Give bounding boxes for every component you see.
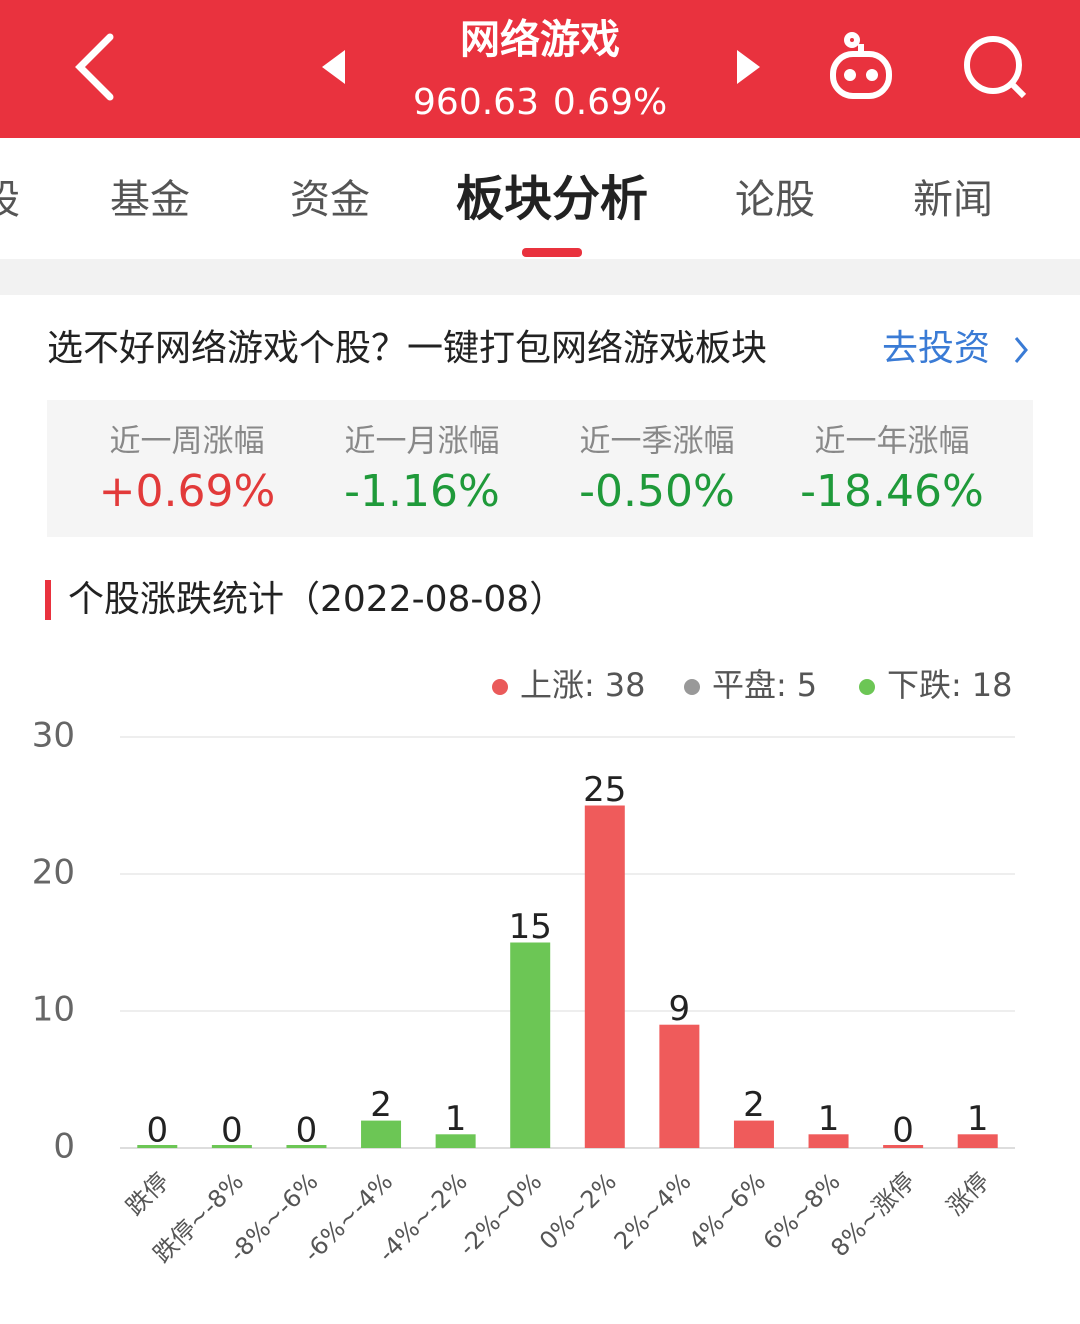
prev-button[interactable] bbox=[322, 50, 345, 84]
header-price: 960.63 bbox=[413, 82, 539, 123]
legend-label: 下跌: bbox=[887, 666, 962, 704]
tab[interactable]: 新闻 bbox=[913, 177, 993, 223]
x-tick-label: -2%~0% bbox=[453, 1167, 547, 1261]
legend-label: 上涨: bbox=[520, 666, 595, 704]
tab[interactable]: 论股 bbox=[735, 177, 815, 223]
legend-dot bbox=[684, 679, 700, 695]
banner-link[interactable]: 去投资 bbox=[882, 328, 990, 369]
bar bbox=[435, 1134, 476, 1148]
legend-value: 18 bbox=[972, 666, 1013, 704]
legend-value: 38 bbox=[605, 666, 646, 704]
stat-label: 近一年涨幅 bbox=[815, 424, 970, 460]
stat-value: +0.69% bbox=[99, 466, 276, 517]
separator bbox=[0, 261, 1080, 295]
data-label: 1 bbox=[818, 1099, 840, 1139]
header-change: 0.69% bbox=[553, 82, 667, 123]
tab[interactable]: 股 bbox=[0, 177, 20, 223]
bar bbox=[211, 1145, 252, 1148]
chart-title: 个股涨跌统计（2022-08-08） bbox=[68, 579, 565, 620]
tab[interactable]: 基金 bbox=[110, 177, 190, 223]
section-marker bbox=[45, 580, 51, 620]
search-button[interactable] bbox=[964, 36, 1027, 99]
bar bbox=[883, 1145, 924, 1148]
data-label: 15 bbox=[509, 907, 552, 947]
legend-label: 平盘: bbox=[712, 666, 787, 704]
bar bbox=[584, 805, 625, 1148]
x-tick-label: 2%~4% bbox=[609, 1167, 697, 1255]
data-label: 25 bbox=[583, 770, 626, 810]
bar bbox=[361, 1120, 402, 1148]
y-tick-label: 0 bbox=[53, 1127, 75, 1167]
data-label: 0 bbox=[221, 1111, 243, 1151]
x-tick-label: 跌停 bbox=[121, 1167, 175, 1221]
stat-value: -1.16% bbox=[344, 466, 500, 517]
data-label: 2 bbox=[370, 1085, 392, 1125]
back-button[interactable] bbox=[75, 33, 114, 101]
bar bbox=[957, 1134, 998, 1148]
bar bbox=[510, 942, 551, 1148]
data-label: 1 bbox=[967, 1099, 989, 1139]
stat-value: -0.50% bbox=[579, 466, 735, 517]
stat-label: 近一季涨幅 bbox=[580, 424, 735, 460]
bar bbox=[808, 1134, 849, 1148]
stat-value: -18.46% bbox=[800, 466, 984, 517]
tab[interactable]: 资金 bbox=[290, 177, 370, 223]
bar bbox=[733, 1120, 774, 1148]
legend-dot bbox=[859, 679, 875, 695]
stat-label: 近一周涨幅 bbox=[110, 424, 265, 460]
link-arrow[interactable] bbox=[1014, 337, 1028, 363]
banner-text: 选不好网络游戏个股？一键打包网络游戏板块 bbox=[47, 328, 767, 369]
next-button[interactable] bbox=[737, 50, 760, 84]
data-label: 0 bbox=[296, 1111, 318, 1151]
header-title: 网络游戏 bbox=[460, 17, 620, 63]
y-tick-label: 10 bbox=[32, 990, 75, 1030]
tab-indicator bbox=[522, 248, 582, 257]
y-tick-label: 30 bbox=[32, 716, 75, 756]
header-bar bbox=[0, 0, 1080, 138]
data-label: 2 bbox=[743, 1085, 765, 1125]
x-tick-label: 4%~6% bbox=[683, 1167, 771, 1255]
bar bbox=[137, 1145, 178, 1148]
data-label: 0 bbox=[146, 1111, 168, 1151]
data-label: 9 bbox=[669, 989, 691, 1029]
legend-value: 5 bbox=[797, 666, 817, 704]
data-label: 0 bbox=[892, 1111, 914, 1151]
robot-button[interactable] bbox=[830, 32, 892, 99]
bar bbox=[659, 1024, 700, 1148]
y-tick-label: 20 bbox=[32, 853, 75, 893]
stats-box bbox=[47, 400, 1033, 537]
x-tick-label: 0%~2% bbox=[534, 1167, 622, 1255]
x-tick-label: 涨停 bbox=[941, 1167, 995, 1221]
stat-label: 近一月涨幅 bbox=[345, 424, 500, 460]
tab[interactable]: 板块分析 bbox=[456, 171, 648, 227]
bar bbox=[286, 1145, 327, 1148]
legend-dot bbox=[492, 679, 508, 695]
data-label: 1 bbox=[445, 1099, 467, 1139]
